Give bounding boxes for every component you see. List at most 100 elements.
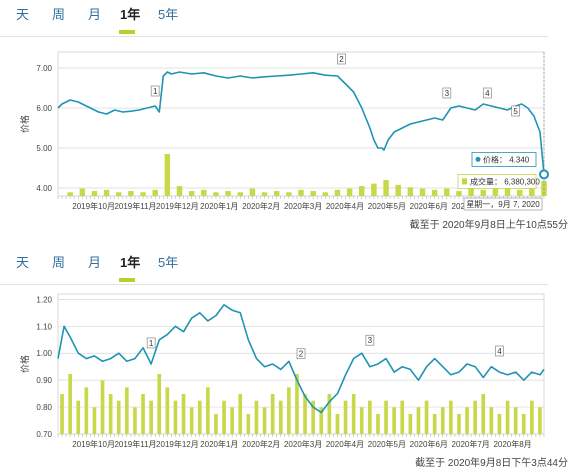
price-tooltip-label: 价格： 4.340: [483, 154, 530, 164]
active-tab-indicator: [119, 278, 135, 282]
volume-bar: [261, 192, 268, 196]
volume-bar: [432, 414, 437, 434]
volume-bar: [152, 189, 158, 196]
y-tick-label: 1.00: [36, 349, 52, 358]
volume-bar: [249, 188, 256, 196]
x-tick-label: 2020年4月: [326, 439, 364, 449]
event-marker: [296, 348, 306, 360]
volume-bar: [419, 188, 426, 196]
x-tick-label: 2020年5月: [368, 201, 406, 211]
volume-bar: [457, 414, 461, 434]
tabs-divider: [0, 284, 548, 285]
y-tick-label: 7.00: [36, 64, 52, 73]
y-axis-label: 价格: [19, 355, 30, 373]
date-tooltip-label: 星期一，9月 7, 2020: [466, 200, 540, 209]
x-tick-label: 2020年6月: [410, 439, 448, 449]
volume-bar: [273, 191, 280, 196]
x-tick-label: 2020年8月: [493, 439, 531, 449]
y-axis-label: 价格: [19, 115, 30, 133]
volume-bar: [311, 400, 315, 434]
volume-bar: [497, 414, 502, 434]
volume-bar: [238, 394, 243, 434]
volume-bar: [79, 188, 86, 196]
volume-bar: [513, 407, 518, 434]
volume-bar: [116, 192, 122, 196]
timestamp-bottom: 截至于 2020年9月8日下午3点44分: [415, 458, 568, 469]
volume-bar: [444, 188, 450, 196]
volume-bar: [431, 189, 438, 196]
event-marker: [442, 87, 452, 99]
volume-bar: [481, 394, 486, 434]
tab-month[interactable]: 月: [88, 7, 102, 22]
tab-week[interactable]: 周: [52, 255, 66, 270]
volume-bar: [254, 400, 259, 434]
volume-bar: [128, 191, 134, 196]
volume-bar: [310, 191, 316, 196]
volume-bar: [530, 400, 534, 434]
tab-day[interactable]: 天: [16, 7, 30, 22]
volume-bar: [408, 414, 413, 434]
volume-bar: [303, 394, 307, 434]
volume-bar: [157, 374, 162, 434]
volume-bar: [384, 400, 388, 434]
volume-bar: [91, 191, 98, 196]
volume-bar: [92, 407, 97, 434]
volume-bar: [407, 187, 414, 196]
price-chart-top[interactable]: 4.00 5.00 6.00 7.00 价格 2019年10月 2019年11月 2019年1…: [0, 44, 580, 222]
volume-bar: [149, 400, 153, 434]
volume-bar: [262, 407, 267, 434]
event-marker: [511, 105, 520, 117]
event-marker-label: 2: [339, 55, 344, 64]
volume-bar: [298, 189, 304, 196]
tab-1-year[interactable]: 1年: [120, 255, 141, 270]
volume-bar: [473, 400, 477, 434]
volume-bar: [416, 407, 421, 434]
volume-bar: [225, 191, 231, 196]
tab-month[interactable]: 月: [88, 255, 102, 270]
volume-bar: [346, 188, 353, 196]
tab-1-year[interactable]: 1年: [120, 7, 141, 22]
volume-bar: [368, 400, 372, 434]
price-line: [57, 71, 545, 175]
volume-bar: [103, 189, 110, 196]
volume-bar: [133, 407, 137, 434]
volume-bar: [489, 407, 494, 434]
tab-5-year[interactable]: 5年: [158, 255, 179, 270]
event-marker: [495, 345, 504, 357]
x-tick-label: 2019年10月: [72, 439, 115, 449]
y-tick-label: 0.80: [36, 403, 52, 412]
timestamp-top: 截至于 2020年9月8日上午10点55分: [409, 220, 568, 231]
x-tick-label: 2020年4月: [326, 201, 364, 211]
x-tick-label: 2020年3月: [284, 439, 322, 449]
plot-area: [57, 51, 545, 197]
x-tick-label: 2019年12月: [156, 439, 199, 449]
volume-bar: [116, 400, 121, 434]
volume-bar: [529, 187, 535, 196]
x-tick-label: 2019年11月: [114, 439, 156, 449]
volume-bar: [376, 414, 380, 434]
volume-bar: [214, 414, 218, 434]
volume-bar: [456, 191, 462, 196]
volume-bar: [206, 387, 210, 434]
tab-day[interactable]: 天: [16, 255, 30, 270]
volume-bar: [492, 188, 499, 196]
volume-bar: [359, 186, 365, 196]
volume-bar: [222, 400, 226, 434]
volume-tooltip-label: 成交量： 6,380,300: [470, 176, 540, 186]
volume-bar: [287, 387, 291, 434]
volume-bar: [188, 191, 195, 196]
volume-bar: [176, 186, 183, 196]
tab-5-year[interactable]: 5年: [158, 7, 179, 22]
tab-week[interactable]: 周: [52, 7, 66, 22]
volume-bar: [400, 400, 405, 434]
volume-bar: [125, 387, 129, 434]
event-marker: [146, 337, 156, 349]
x-tick-label: 2020年2月: [242, 439, 280, 449]
y-tick-label: 1.10: [36, 322, 52, 331]
x-tick-label: 2019年10月: [72, 201, 115, 211]
volume-bar: [140, 192, 146, 196]
volume-bar: [286, 192, 292, 196]
y-tick-label: 4.00: [36, 184, 52, 193]
volume-bar: [141, 394, 145, 434]
